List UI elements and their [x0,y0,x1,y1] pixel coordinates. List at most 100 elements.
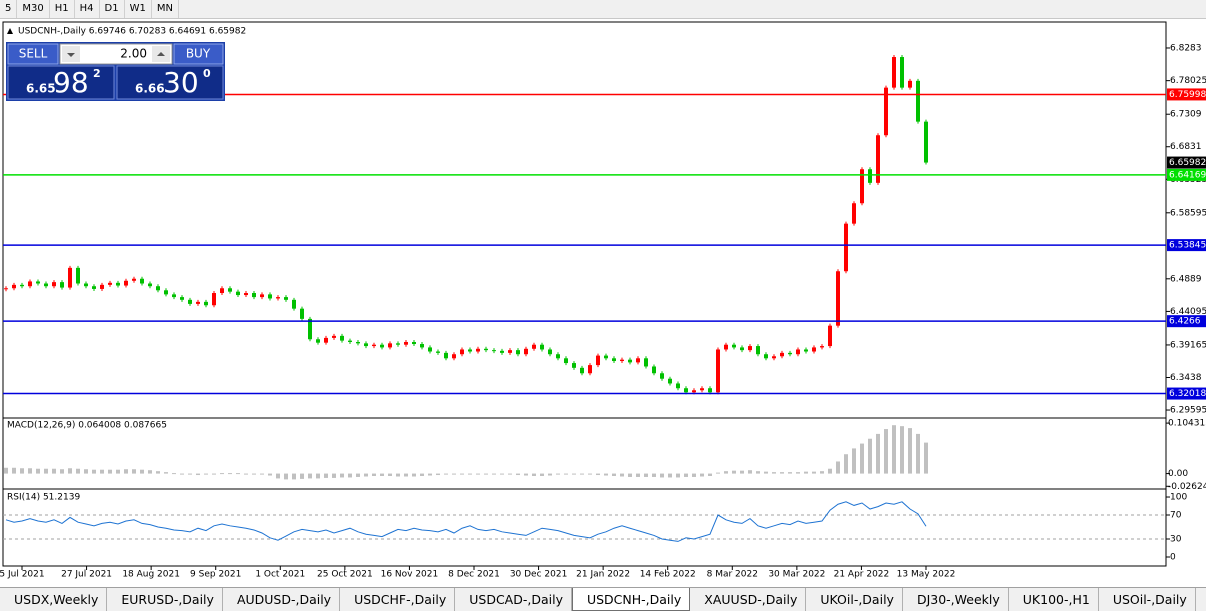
candle [212,293,216,306]
candle [12,284,16,289]
x-tick-label: 27 Jul 2021 [61,570,112,580]
candle [156,286,160,291]
macd-bar [804,471,808,474]
candle [716,349,720,393]
chart-tab[interactable]: USDCAD-,Daily [455,588,572,611]
macd-bar [812,471,816,474]
macd-bar [924,442,928,474]
buy-button[interactable] [173,43,224,65]
collapse-arrow[interactable] [7,28,13,34]
macd-bar [364,473,368,477]
buy-label[interactable]: BUY [186,47,211,61]
macd-bar [348,473,352,478]
macd-bar [716,472,720,474]
candle [132,278,136,281]
macd-bar [452,473,456,475]
bid-box[interactable] [7,65,115,100]
macd-bar [76,468,80,474]
ask-box[interactable] [116,65,224,100]
macd-bar [340,473,344,478]
candle [108,282,112,285]
chart-tab[interactable]: UKOil-,Daily [806,588,903,611]
rsi-tick-label: 0 [1170,553,1176,563]
candle [388,343,392,348]
chart-tab[interactable]: UK100-,H1 [1009,588,1099,611]
bid-frac: 2 [93,67,101,80]
candle [844,223,848,272]
macd-bar [236,473,240,475]
candle [92,286,96,289]
lot-input[interactable] [59,43,173,65]
candle [348,340,352,342]
candle [316,339,320,343]
macd-bar [604,473,608,476]
y-tick-label: 6.3438 [1170,373,1202,383]
chart-tab[interactable]: USDCNH-,Daily [571,588,691,611]
candle [900,57,904,88]
macd-bar [324,473,328,478]
macd-bar [252,473,256,475]
candle [508,350,512,353]
macd-bar [196,473,200,476]
y-tick-label: 6.39165 [1170,340,1206,350]
candle [196,301,200,304]
chart-tab[interactable]: DJ30-,Weekly [903,588,1009,611]
y-tick-label: 6.8283 [1170,43,1202,53]
chart-tab[interactable]: USDX,Weekly [0,588,108,611]
candle [532,344,536,349]
sell-button[interactable] [7,43,59,65]
candle [700,388,704,391]
level-label-bg [1167,88,1206,101]
candle [924,121,928,163]
sell-label[interactable]: SELL [19,47,48,61]
timeframe-button[interactable]: MN [152,0,179,18]
macd-bar [28,468,32,474]
candle [340,335,344,341]
candle [260,294,264,298]
timeframe-button[interactable]: D1 [100,0,125,18]
timeframe-button[interactable]: 5 [0,0,18,18]
macd-bar [636,473,640,477]
candle [852,203,856,224]
timeframe-button[interactable]: M30 [17,0,50,18]
macd-bar [380,473,384,476]
macd-bar [188,473,192,475]
chart-tab[interactable]: EURUSD-,Daily [107,588,223,611]
macd-bar [564,473,568,475]
macd-bar [44,468,48,474]
candle [188,299,192,304]
timeframe-button[interactable]: H1 [50,0,75,18]
macd-bar [628,473,632,477]
macd-bar [916,433,920,474]
macd-bar [676,473,680,478]
y-tick-label: 6.29595 [1170,406,1206,416]
macd-bar [748,470,752,474]
chart-tab[interactable]: HK50-,I [1196,588,1206,611]
candle [300,308,304,319]
macd-bar [444,473,448,475]
chart-tab[interactable]: XAUUSD-,Daily [690,588,807,611]
chart: USDCNH-,Daily 6.69746 6.70283 6.64691 6.… [0,21,1206,580]
macd-tick-label: 0.104313 [1168,419,1206,429]
x-tick-label: 8 Dec 2021 [448,570,500,580]
timeframe-button[interactable]: W1 [125,0,152,18]
macd-bar [660,473,664,478]
lot-value[interactable]: 2.00 [120,47,147,61]
chart-tab[interactable]: AUDUSD-,Daily [223,588,341,611]
chart-tab[interactable]: USDCHF-,Daily [340,588,456,611]
x-tick-label: 21 Apr 2022 [834,570,890,580]
level-label: 6.64169 [1169,170,1206,180]
candle [764,354,768,359]
candle [660,373,664,379]
candle [740,347,744,351]
candle [604,355,608,359]
candle [708,388,712,393]
candle [292,299,296,309]
candle [612,358,616,362]
macd-bar [612,473,616,476]
macd-bar [212,473,216,475]
macd-bar [132,469,136,474]
macd-bar [260,473,264,475]
timeframe-button[interactable]: H4 [75,0,100,18]
chart-tab[interactable]: USOil-,Daily [1099,588,1196,611]
